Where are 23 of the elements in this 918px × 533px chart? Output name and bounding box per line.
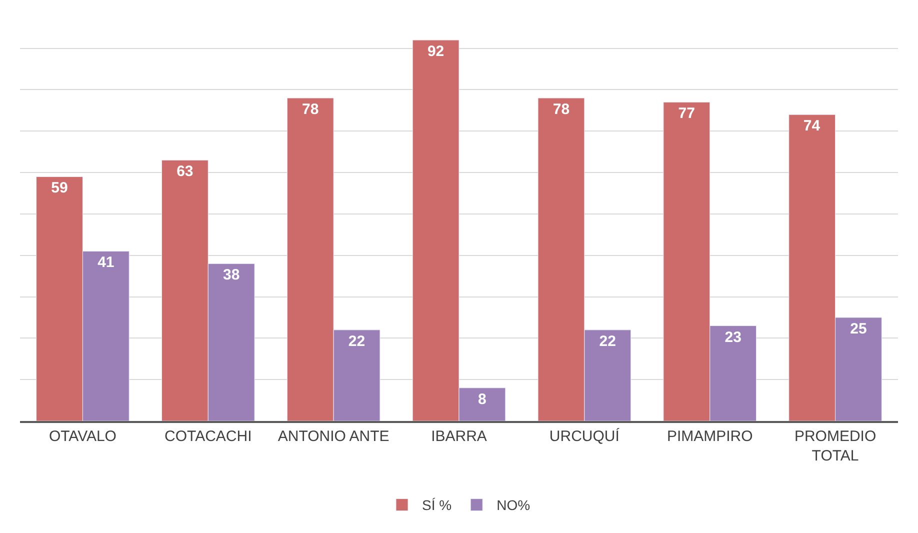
data-label: 78 [552, 101, 570, 118]
x-tick-label: ANTONIO ANTE [278, 428, 390, 445]
x-tick-label: COTACACHI [164, 428, 252, 445]
data-label: 25 [850, 320, 867, 338]
data-label: 41 [98, 254, 114, 272]
legend-label: NO% [496, 497, 530, 514]
data-label: 8 [478, 390, 486, 408]
data-label: 63 [176, 163, 194, 180]
legend-label: SÍ % [422, 497, 452, 514]
x-tick-label: IBARRA [431, 428, 487, 445]
data-label: 59 [51, 180, 68, 197]
data-label: 38 [223, 266, 240, 284]
data-label: 77 [678, 105, 695, 122]
data-label: 22 [348, 332, 366, 350]
x-tick-label: URCUQUÍ [549, 426, 620, 445]
data-label: 23 [724, 328, 742, 346]
x-tick-label: OTAVALO [48, 428, 116, 445]
data-label: 74 [803, 118, 821, 135]
data-label: 22 [599, 332, 616, 350]
data-label: 92 [427, 43, 444, 60]
data-label: 78 [302, 101, 319, 118]
x-tick-label: PROMEDIO TOTAL [794, 428, 876, 464]
x-tick-label: PIMAMPIRO [666, 428, 753, 445]
